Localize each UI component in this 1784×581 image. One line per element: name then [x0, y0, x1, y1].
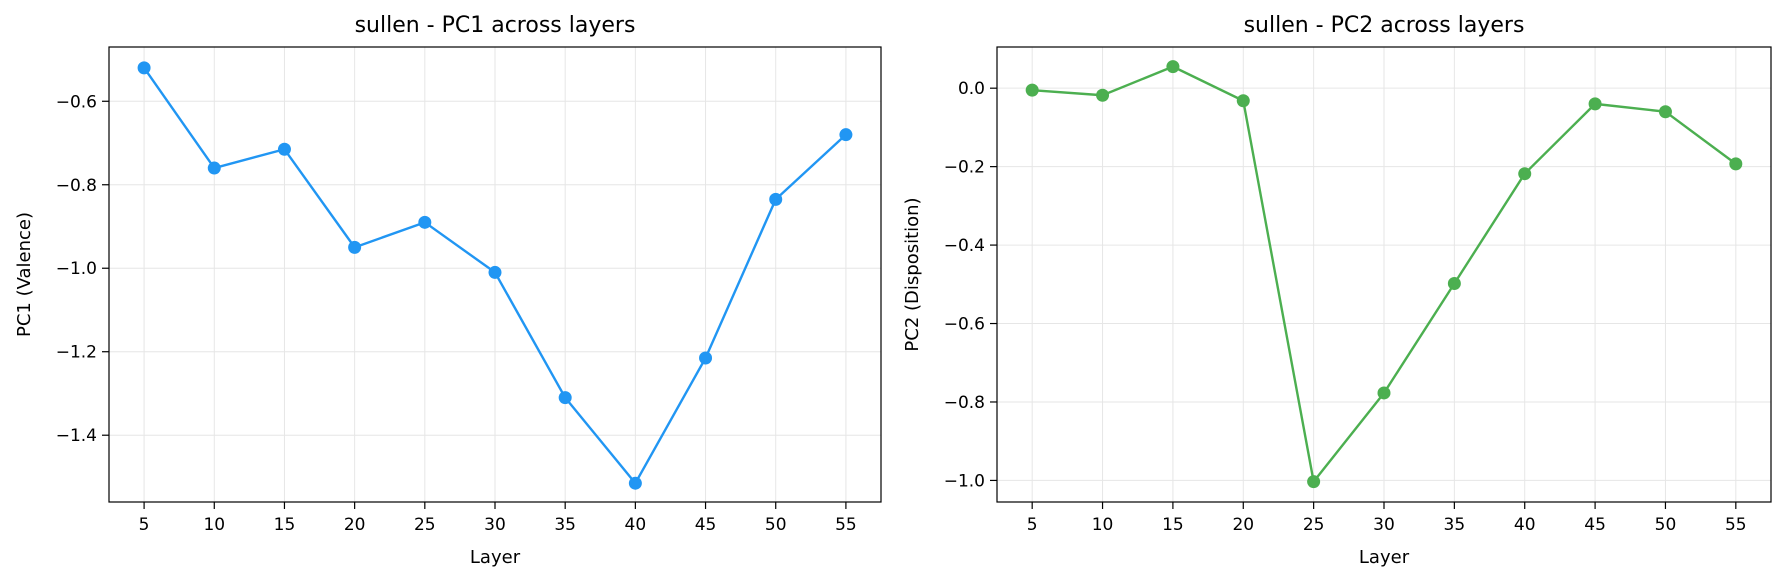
data-point	[1307, 475, 1321, 489]
plot-frame	[996, 46, 1772, 503]
x-tick-label: 10	[203, 515, 225, 535]
x-tick-label: 40	[1514, 515, 1536, 535]
x-tick-label: 55	[835, 515, 857, 535]
x-tick-label: 15	[1162, 515, 1184, 535]
y-tick-label: −0.2	[944, 158, 985, 178]
x-tick-label: 45	[1584, 515, 1606, 535]
data-point	[1166, 60, 1180, 74]
data-point	[207, 161, 221, 175]
x-tick-label: 40	[625, 515, 647, 535]
grid-lines	[997, 47, 1771, 502]
x-tick-label: 50	[765, 515, 787, 535]
x-tick-label: 10	[1092, 515, 1114, 535]
y-tick-label: −0.8	[56, 176, 97, 196]
y-tick-label: −0.6	[56, 92, 97, 112]
data-point	[769, 192, 783, 206]
ticks: 5 10 15 20 25 30 35 40 45 50 55 0.0 −0.2 −0.4 −0.6 −0.8…	[944, 79, 1747, 535]
data-point	[1096, 88, 1110, 102]
y-tick-label: 0.0	[958, 79, 985, 99]
data-point	[839, 128, 853, 142]
data-point	[1025, 83, 1039, 97]
x-tick-label: 20	[1232, 515, 1254, 535]
y-tick-label: −0.6	[944, 315, 985, 335]
x-tick-label: 30	[484, 515, 506, 535]
data-point	[1588, 97, 1602, 111]
x-tick-label: 25	[414, 515, 436, 535]
data-series	[137, 61, 853, 490]
data-point	[558, 391, 572, 405]
y-tick-label: −1.0	[56, 259, 97, 279]
y-tick-label: −1.2	[56, 343, 97, 363]
x-tick-label: 45	[695, 515, 717, 535]
x-tick-label: 35	[554, 515, 576, 535]
chart-title: sullen - PC2 across layers	[1244, 13, 1525, 38]
x-tick-label: 50	[1655, 515, 1677, 535]
data-series	[1025, 60, 1743, 489]
data-point	[277, 142, 291, 156]
x-tick-label: 5	[1027, 515, 1038, 535]
pc1-chart: sullen - PC1 across layers Layer PC1 (Va…	[14, 13, 882, 568]
x-tick-label: 5	[139, 515, 150, 535]
x-tick-label: 25	[1303, 515, 1325, 535]
y-tick-label: −0.8	[944, 393, 985, 413]
chart-title: sullen - PC1 across layers	[355, 13, 636, 38]
data-point	[699, 351, 713, 365]
data-point	[1377, 386, 1391, 400]
y-tick-label: −1.0	[944, 471, 985, 491]
plot-frame	[108, 46, 882, 503]
data-point	[1729, 157, 1743, 171]
data-point	[137, 61, 151, 75]
x-tick-label: 35	[1444, 515, 1466, 535]
data-point	[348, 240, 362, 254]
data-point	[488, 265, 502, 279]
y-tick-label: −0.4	[944, 236, 985, 256]
data-point	[418, 215, 432, 229]
x-tick-label: 30	[1373, 515, 1395, 535]
pc2-chart: sullen - PC2 across layers Layer PC2 (Di…	[902, 13, 1772, 568]
x-tick-label: 20	[344, 515, 366, 535]
x-tick-label: 15	[274, 515, 296, 535]
data-point	[1447, 277, 1461, 291]
ticks: 5 10 15 20 25 30 35 40 45 50 55 −0.6 −0.8 −1.0 −1.2 −1.…	[56, 92, 857, 535]
data-point	[628, 476, 642, 490]
x-axis-label: Layer	[470, 547, 521, 568]
y-axis-label: PC2 (Disposition)	[902, 197, 923, 351]
data-point	[1236, 94, 1250, 108]
x-axis-label: Layer	[1359, 547, 1410, 568]
x-tick-label: 55	[1725, 515, 1747, 535]
data-point	[1518, 167, 1532, 181]
y-axis-label: PC1 (Valence)	[14, 212, 35, 337]
y-tick-label: −1.4	[56, 426, 97, 446]
data-point	[1658, 105, 1672, 119]
